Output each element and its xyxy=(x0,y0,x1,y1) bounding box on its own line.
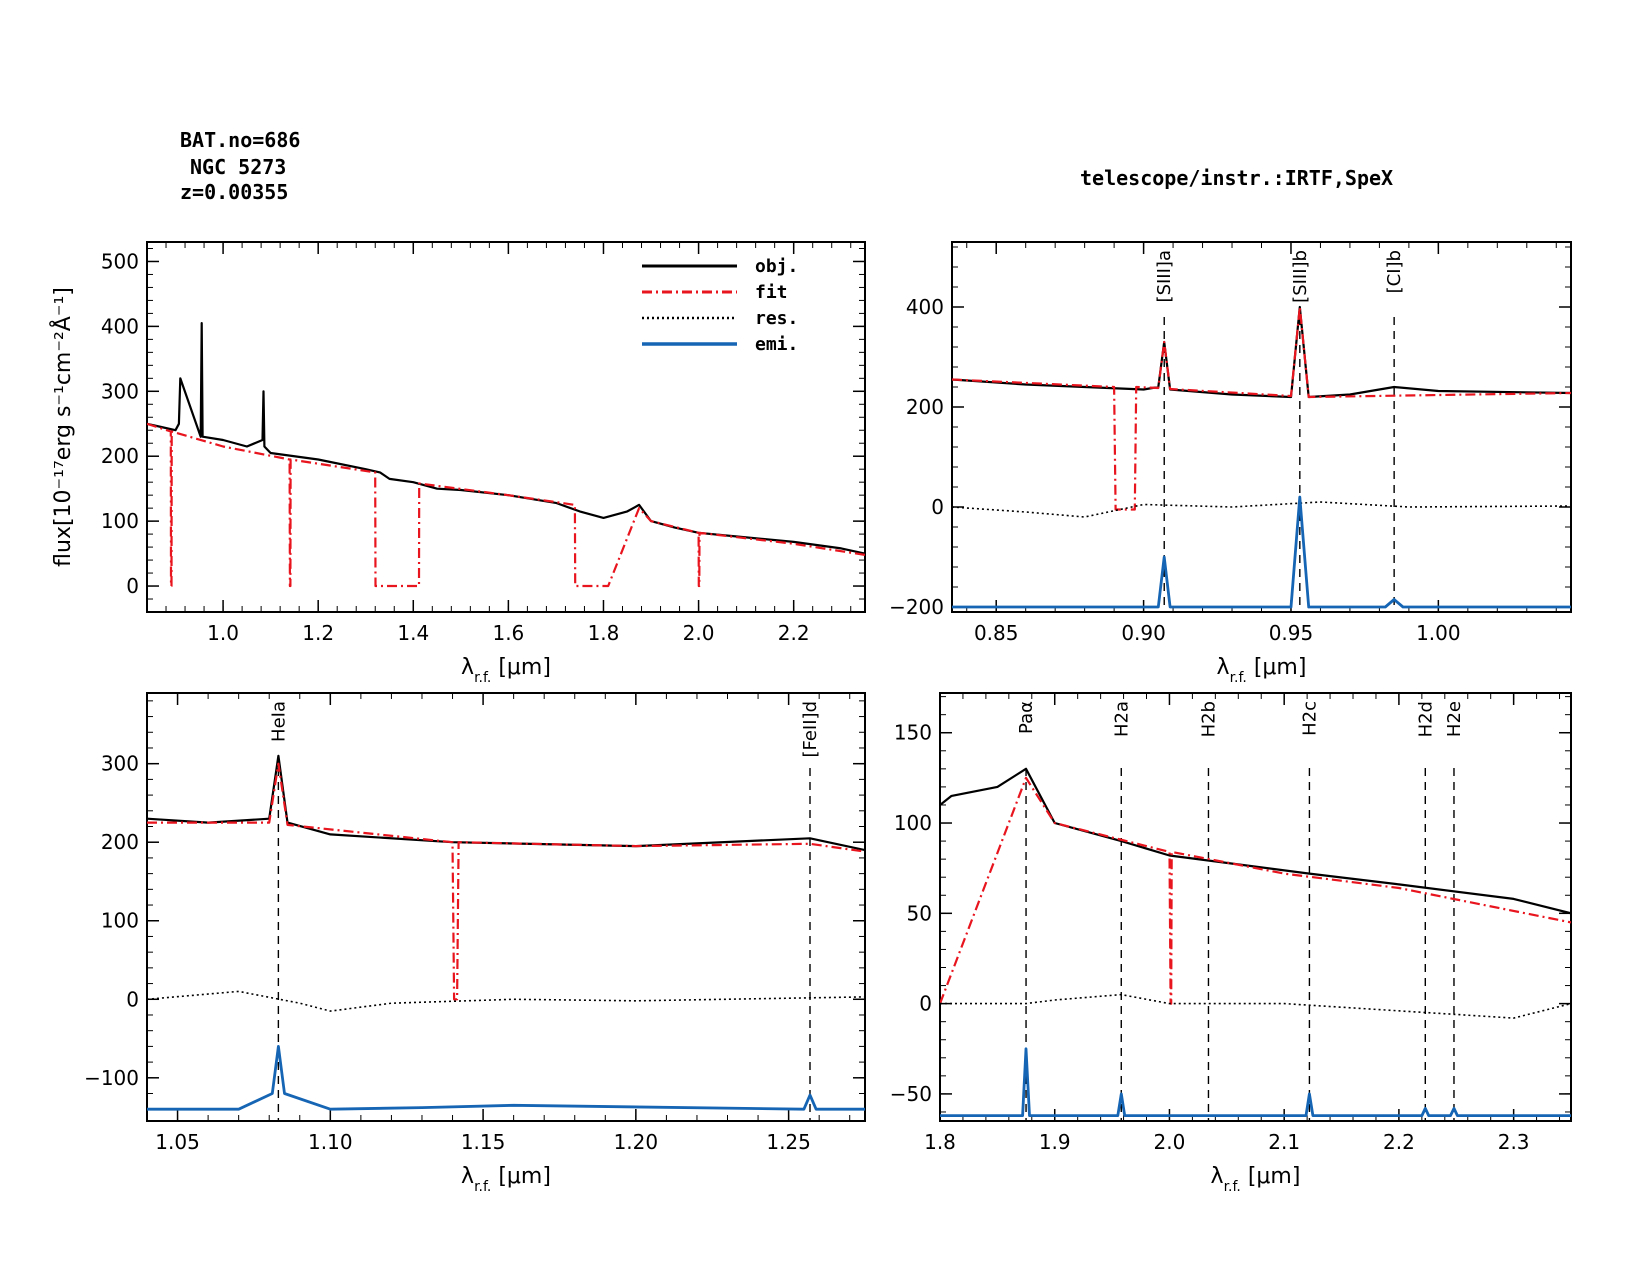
y-tick-label: 400 xyxy=(906,295,944,319)
x-tick-label: 0.95 xyxy=(1269,621,1314,645)
x-tick-label: 1.10 xyxy=(308,1130,353,1154)
plot-area xyxy=(952,305,1571,612)
x-tick-label: 1.8 xyxy=(588,621,620,645)
x-tick-label: 2.2 xyxy=(1383,1130,1415,1154)
series-res xyxy=(940,993,1571,1019)
x-axis-label: λr.f. [μm] xyxy=(461,1164,551,1195)
y-tick-label: 500 xyxy=(101,249,139,273)
plot-frame xyxy=(146,692,866,1122)
x-tick-label: 2.0 xyxy=(683,621,715,645)
y-tick-label: 200 xyxy=(101,444,139,468)
y-tick-label: 100 xyxy=(894,811,932,835)
legend-label: fit xyxy=(755,282,788,303)
y-tick-label: −50 xyxy=(890,1082,932,1106)
x-tick-label: 2.1 xyxy=(1268,1130,1300,1154)
x-tick-label: 1.15 xyxy=(461,1130,506,1154)
series-res xyxy=(147,990,865,1012)
y-tick-label: 200 xyxy=(101,830,139,854)
line-marker-label: [CI]b xyxy=(1384,250,1405,293)
y-tick-label: 400 xyxy=(101,314,139,338)
chart-panel-1: 1.0 1.2 1.4 1.6 1.8 2.0 2.2 0 100 200 300 400 500 λr.… xyxy=(49,241,866,686)
x-tick-label: 1.8 xyxy=(924,1130,956,1154)
y-tick-label: −100 xyxy=(84,1066,139,1090)
series-obj xyxy=(940,767,1571,915)
y-tick-label: 200 xyxy=(906,395,944,419)
y-tick-label: 0 xyxy=(126,574,139,598)
legend-label: obj. xyxy=(755,256,798,277)
plot-area xyxy=(147,322,865,588)
series-res xyxy=(952,501,1571,518)
object-redshift: z=0.00355 xyxy=(180,180,289,204)
instrument-label: telescope/instr.:IRTF,SpeX xyxy=(1080,166,1394,190)
series-obj xyxy=(952,305,1571,399)
y-tick-label: 100 xyxy=(101,909,139,933)
series-fit xyxy=(147,422,865,588)
line-marker-label: H2d xyxy=(1415,701,1436,737)
x-axis-label: λr.f. [μm] xyxy=(1211,1164,1301,1195)
line-marker-label: Paα xyxy=(1016,701,1037,734)
series-emi xyxy=(952,495,1571,609)
x-axis-label: λr.f. [μm] xyxy=(1217,655,1307,686)
legend-label: res. xyxy=(755,308,798,329)
line-marker-label: H2b xyxy=(1198,701,1219,737)
x-tick-label: 1.2 xyxy=(302,621,334,645)
series-obj xyxy=(147,322,865,555)
line-marker-label: HeIa xyxy=(268,701,289,742)
series-emi xyxy=(147,1045,865,1111)
plot-area xyxy=(147,754,865,1121)
x-tick-label: 1.4 xyxy=(397,621,429,645)
y-tick-label: 100 xyxy=(101,509,139,533)
y-tick-label: 0 xyxy=(931,495,944,519)
y-axis-label: flux[10⁻¹⁷erg s⁻¹cm⁻²Å⁻¹] xyxy=(49,287,76,567)
y-tick-label: 50 xyxy=(907,901,932,925)
x-tick-label: 0.85 xyxy=(974,621,1019,645)
y-tick-label: −200 xyxy=(889,595,944,619)
line-marker-label: [FeII]d xyxy=(800,701,821,758)
x-tick-label: 1.0 xyxy=(207,621,239,645)
y-tick-label: 300 xyxy=(101,752,139,776)
y-tick-label: 150 xyxy=(894,721,932,745)
x-tick-label: 2.3 xyxy=(1498,1130,1530,1154)
series-obj xyxy=(147,754,865,852)
line-marker-label: H2a xyxy=(1111,701,1132,737)
x-tick-label: 1.9 xyxy=(1039,1130,1071,1154)
x-tick-label: 1.6 xyxy=(492,621,524,645)
line-marker-label: H2c xyxy=(1299,701,1320,736)
x-tick-label: 1.00 xyxy=(1416,621,1461,645)
x-tick-label: 1.20 xyxy=(614,1130,659,1154)
chart-panel-4: 1.8 1.9 2.0 2.1 2.2 2.3 −50 0 50 100 150 λr.f. [μm]… xyxy=(890,692,1572,1195)
object-bat-number: BAT.no=686 xyxy=(180,128,301,152)
y-tick-label: 0 xyxy=(919,992,932,1016)
legend-label: emi. xyxy=(755,334,798,355)
plot-frame xyxy=(939,692,1572,1122)
line-marker-label: [SIII]b xyxy=(1290,250,1311,303)
x-tick-label: 2.2 xyxy=(778,621,810,645)
chart-panel-2: 0.85 0.90 0.95 1.00 −200 0 200 400 λr.f. [μm] [SI… xyxy=(889,241,1572,686)
x-tick-label: 1.25 xyxy=(766,1130,811,1154)
series-fit xyxy=(147,762,865,1001)
series-fit xyxy=(940,776,1571,1005)
y-tick-label: 300 xyxy=(101,379,139,403)
y-tick-label: 0 xyxy=(126,987,139,1011)
series-emi xyxy=(940,1047,1571,1117)
x-axis-label: λr.f. [μm] xyxy=(461,655,551,686)
line-marker-label: [SIII]a xyxy=(1154,250,1175,302)
x-tick-label: 2.0 xyxy=(1154,1130,1186,1154)
series-fit xyxy=(952,305,1571,511)
object-name: NGC 5273 xyxy=(190,155,287,179)
x-tick-label: 1.05 xyxy=(155,1130,200,1154)
x-tick-label: 0.90 xyxy=(1121,621,1166,645)
plot-area xyxy=(940,767,1571,1121)
plot-frame xyxy=(951,241,1572,613)
plot-frame xyxy=(146,241,866,613)
legend: obj. fit res. emi. xyxy=(642,256,798,355)
chart-panel-3: 1.05 1.10 1.15 1.20 1.25 −100 0 100 200 300 λr.f. … xyxy=(84,692,866,1195)
line-marker-label: H2e xyxy=(1444,701,1465,737)
